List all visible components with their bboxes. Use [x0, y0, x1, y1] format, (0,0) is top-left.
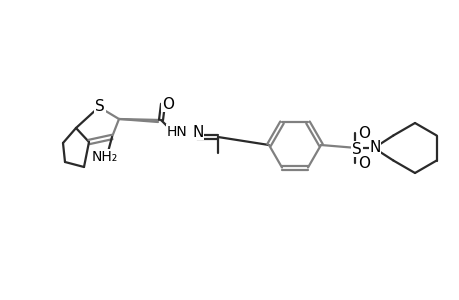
Text: S: S [95, 98, 105, 113]
Text: N: N [369, 140, 380, 154]
Text: O: O [357, 125, 369, 140]
Text: O: O [162, 97, 174, 112]
Text: NH₂: NH₂ [92, 150, 118, 164]
Text: N: N [192, 124, 203, 140]
Text: HN: HN [166, 125, 187, 139]
Text: S: S [351, 142, 361, 157]
Text: O: O [357, 155, 369, 170]
